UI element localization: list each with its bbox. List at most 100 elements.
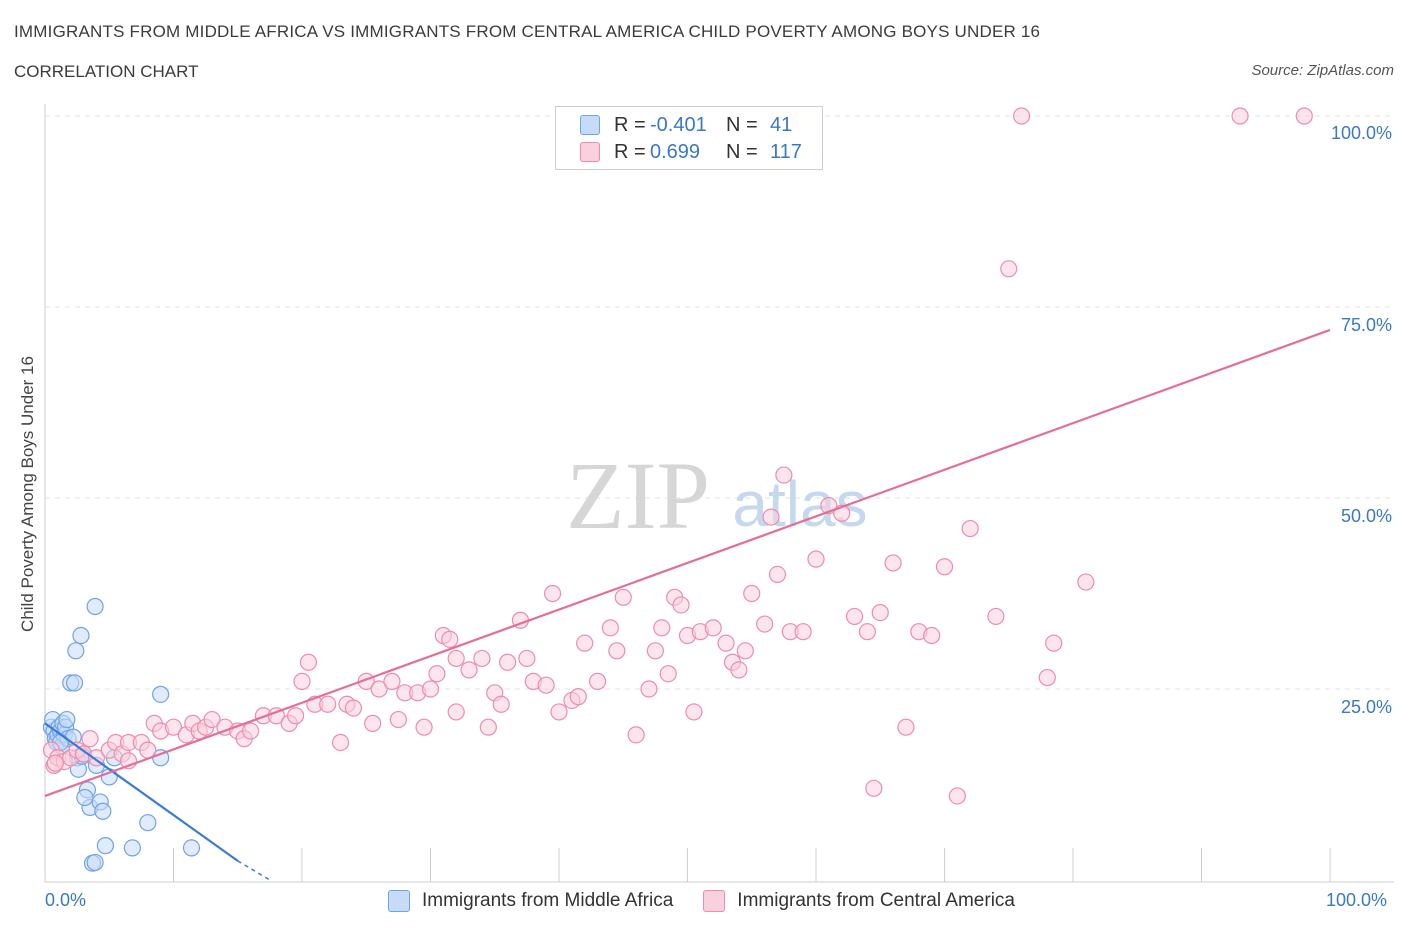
legend-swatch-pink <box>703 890 726 912</box>
point-central-america <box>1295 107 1313 125</box>
point-middle-africa <box>182 839 201 857</box>
point-central-america <box>299 653 318 671</box>
point-central-america <box>344 699 362 717</box>
point-central-america <box>537 676 555 694</box>
point-central-america <box>608 642 626 660</box>
point-central-america <box>935 558 954 576</box>
point-central-america <box>845 607 864 626</box>
point-central-america <box>164 718 183 736</box>
trendline-central-america <box>44 328 1331 797</box>
legend-label: Immigrants from Middle Africa <box>422 890 674 911</box>
point-central-america <box>653 619 671 637</box>
trend-lines <box>44 328 1331 881</box>
point-central-america <box>717 634 735 652</box>
point-central-america <box>736 642 754 660</box>
point-central-america <box>370 680 388 698</box>
point-central-america <box>447 649 465 668</box>
trendline-extension <box>237 860 271 881</box>
y-tick-label-50: 50.0% <box>1340 506 1392 526</box>
y-tick-label-75: 75.0% <box>1340 315 1392 335</box>
r-value: 0.699 <box>650 140 701 163</box>
point-central-america <box>1038 668 1056 687</box>
data-points <box>42 107 1313 872</box>
n-value: 41 <box>770 113 793 136</box>
point-central-america <box>743 584 761 603</box>
point-central-america <box>1077 573 1095 591</box>
stats-legend: R = -0.401 N = 41 R = 0.699 N = 117 <box>555 106 823 170</box>
point-central-america <box>364 714 382 732</box>
y-tick-label-100: 100.0% <box>1330 123 1392 143</box>
legend-swatch-blue <box>580 115 600 135</box>
point-central-america <box>730 661 748 679</box>
point-central-america <box>685 703 703 721</box>
point-central-america <box>601 619 620 637</box>
point-central-america <box>858 623 877 641</box>
point-central-america <box>286 707 305 725</box>
point-central-america <box>1045 634 1063 652</box>
point-central-america <box>473 649 491 668</box>
point-central-america <box>46 754 64 772</box>
point-central-america <box>794 623 812 641</box>
point-middle-africa <box>76 788 94 807</box>
point-central-america <box>948 787 966 805</box>
legend-item-central-america[interactable]: Immigrants from Central America <box>703 890 1015 912</box>
r-value: -0.401 <box>650 113 707 136</box>
chart-subtitle: CORRELATION CHART <box>14 62 199 81</box>
point-central-america <box>492 695 510 713</box>
point-central-america <box>884 554 902 572</box>
point-central-america <box>987 607 1005 626</box>
point-central-america <box>203 710 221 729</box>
point-central-america <box>569 688 587 706</box>
r-label: R = <box>614 113 646 136</box>
point-central-america <box>499 653 517 671</box>
n-label: N = <box>726 113 758 136</box>
point-middle-africa <box>86 597 104 616</box>
point-central-america <box>961 519 979 538</box>
point-central-america <box>331 733 350 752</box>
point-central-america <box>415 718 433 736</box>
point-middle-africa <box>72 626 90 645</box>
legend-label: Immigrants from Central America <box>737 890 1015 911</box>
point-central-america <box>768 565 787 584</box>
legend-row-central-america: R = 0.699 N = 117 <box>580 140 802 164</box>
point-middle-africa <box>123 839 141 857</box>
point-central-america <box>479 718 497 736</box>
point-central-america <box>576 634 594 652</box>
point-central-america <box>614 588 632 606</box>
n-label: N = <box>726 140 758 163</box>
x-tick-label-max: 100.0% <box>1326 890 1388 910</box>
point-central-america <box>704 619 722 637</box>
point-central-america <box>81 730 99 748</box>
r-label: R = <box>614 140 646 163</box>
watermark: ZIP atlas <box>566 442 868 549</box>
point-central-america <box>460 661 478 679</box>
y-tick-label-25: 25.0% <box>1340 697 1392 717</box>
legend-swatch-pink <box>580 142 600 162</box>
point-central-america <box>646 642 664 660</box>
point-central-america <box>807 550 825 568</box>
point-central-america <box>383 672 401 690</box>
point-central-america <box>293 672 311 690</box>
point-central-america <box>1231 107 1249 125</box>
point-middle-africa <box>86 853 104 872</box>
point-central-america <box>543 584 562 603</box>
point-central-america <box>518 649 536 668</box>
point-middle-africa <box>65 674 84 692</box>
trendline-middle-africa <box>44 722 239 862</box>
axes <box>44 104 1394 883</box>
point-central-america <box>1000 260 1018 278</box>
series-legend: Immigrants from Middle Africa Immigrants… <box>388 890 1045 912</box>
x-tick-label-min: 0.0% <box>45 890 87 910</box>
point-middle-africa <box>96 837 114 855</box>
point-central-america <box>897 718 915 736</box>
legend-row-middle-africa: R = -0.401 N = 41 <box>580 113 792 137</box>
point-central-america <box>447 703 465 721</box>
point-middle-africa <box>94 802 112 820</box>
watermark-atlas: atlas <box>732 468 867 540</box>
source-credit: Source: ZipAtlas.com <box>1251 62 1394 79</box>
legend-item-middle-africa[interactable]: Immigrants from Middle Africa <box>388 890 673 912</box>
point-central-america <box>550 703 568 721</box>
point-central-america <box>659 665 677 683</box>
n-value: 117 <box>770 140 802 163</box>
point-central-america <box>428 665 446 683</box>
